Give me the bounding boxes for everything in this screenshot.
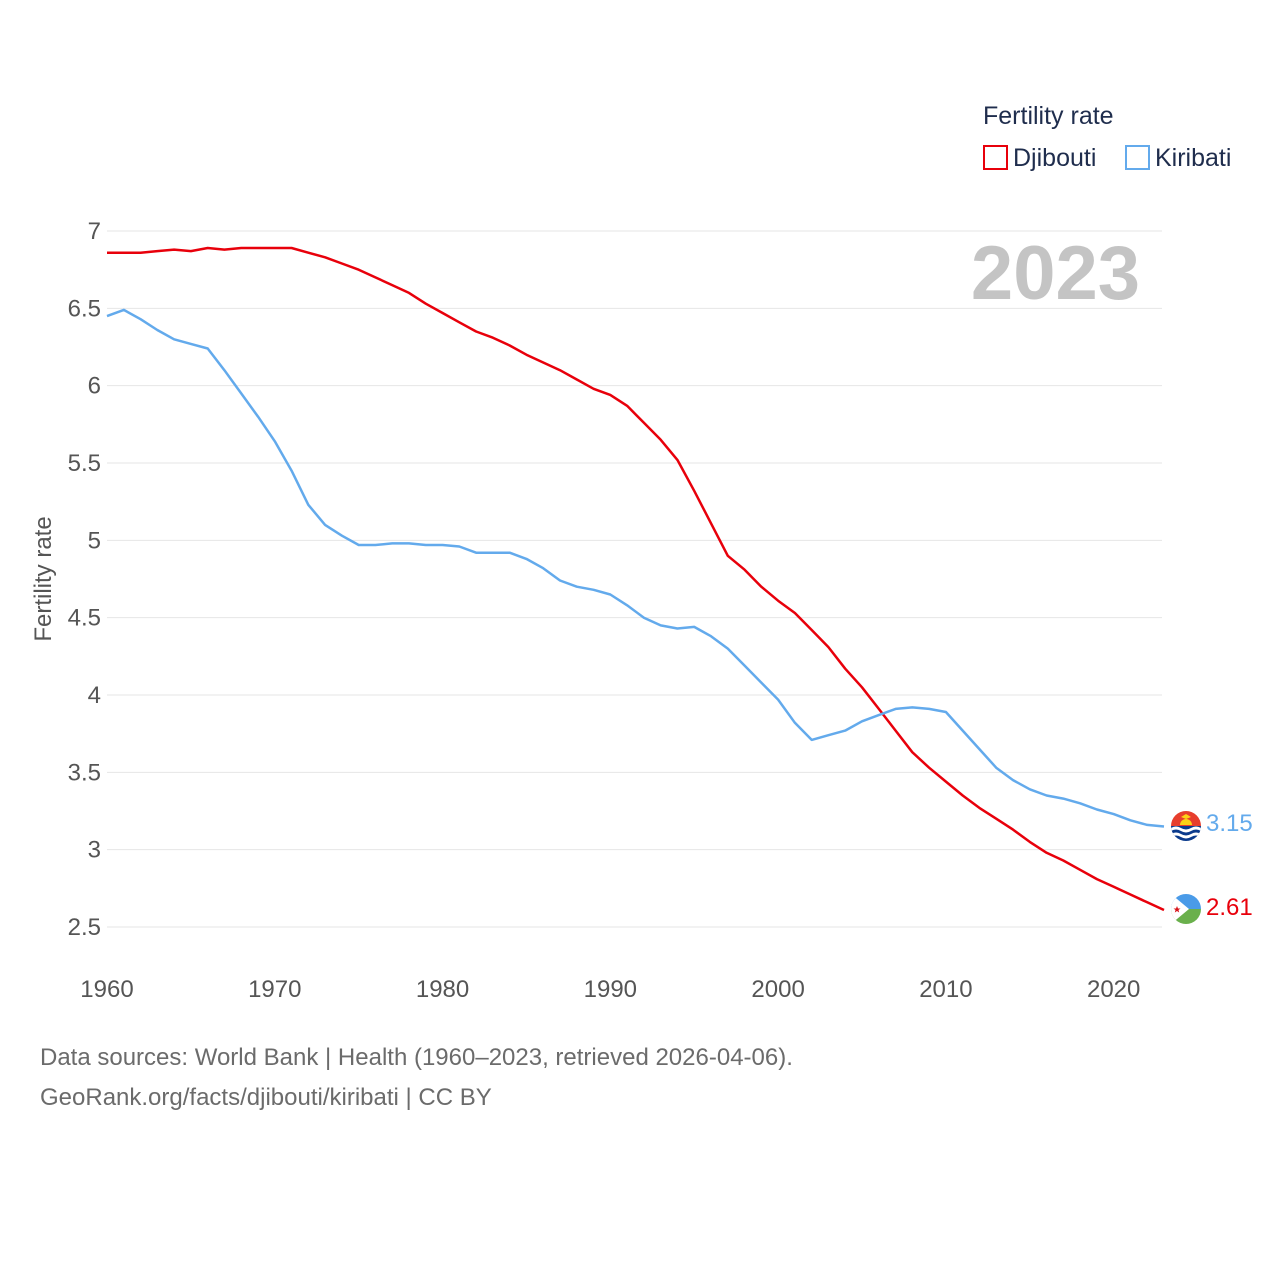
legend: Fertility rate Djibouti Kiribati bbox=[983, 102, 1231, 172]
y-axis-title: Fertility rate bbox=[30, 516, 57, 641]
y-tick-label: 6.5 bbox=[68, 295, 101, 322]
source-url-line[interactable]: GeoRank.org/facts/djibouti/kiribati | CC… bbox=[40, 1084, 492, 1111]
series-line-djibouti[interactable] bbox=[107, 246, 1165, 912]
y-axis-ticks: 2.5 3 3.5 4 4.5 5 5.5 6 6.5 7 bbox=[68, 218, 101, 941]
x-tick-label: 1980 bbox=[416, 976, 469, 1003]
end-label-kiribati: 3.15 bbox=[1206, 810, 1253, 837]
kiribati-flag-icon bbox=[1171, 811, 1201, 841]
legend-label-djibouti: Djibouti bbox=[1013, 144, 1096, 172]
y-tick-label: 7 bbox=[88, 218, 101, 245]
y-tick-label: 3.5 bbox=[68, 759, 101, 786]
y-tick-label: 5.5 bbox=[68, 450, 101, 477]
series-line-kiribati[interactable] bbox=[106, 308, 1165, 828]
y-tick-label: 6 bbox=[88, 373, 101, 400]
y-tick-label: 4 bbox=[88, 682, 101, 709]
year-label: 2023 bbox=[971, 231, 1140, 316]
legend-swatch-djibouti bbox=[983, 145, 1008, 170]
legend-swatch-kiribati bbox=[1125, 145, 1150, 170]
end-label-djibouti: 2.61 bbox=[1206, 894, 1253, 921]
y-tick-label: 5 bbox=[88, 527, 101, 554]
legend-title: Fertility rate bbox=[983, 102, 1114, 130]
x-tick-label: 1990 bbox=[584, 976, 637, 1003]
x-tick-label: 2020 bbox=[1087, 976, 1140, 1003]
legend-item-djibouti[interactable]: Djibouti bbox=[983, 144, 1096, 172]
x-tick-label: 2000 bbox=[751, 976, 804, 1003]
x-tick-label: 1970 bbox=[248, 976, 301, 1003]
series-lines bbox=[106, 246, 1165, 912]
x-axis-ticks: 1960 1970 1980 1990 2000 2010 2020 bbox=[80, 976, 1140, 1003]
legend-item-kiribati[interactable]: Kiribati bbox=[1125, 144, 1231, 172]
legend-label-kiribati: Kiribati bbox=[1155, 144, 1231, 172]
y-tick-label: 4.5 bbox=[68, 605, 101, 632]
djibouti-flag-icon bbox=[1171, 894, 1201, 924]
x-tick-label: 1960 bbox=[80, 976, 133, 1003]
grid-lines bbox=[107, 230, 1162, 928]
y-tick-label: 3 bbox=[88, 837, 101, 864]
y-tick-label: 2.5 bbox=[68, 914, 101, 941]
x-tick-label: 2010 bbox=[919, 976, 972, 1003]
source-line: Data sources: World Bank | Health (1960–… bbox=[40, 1044, 793, 1071]
